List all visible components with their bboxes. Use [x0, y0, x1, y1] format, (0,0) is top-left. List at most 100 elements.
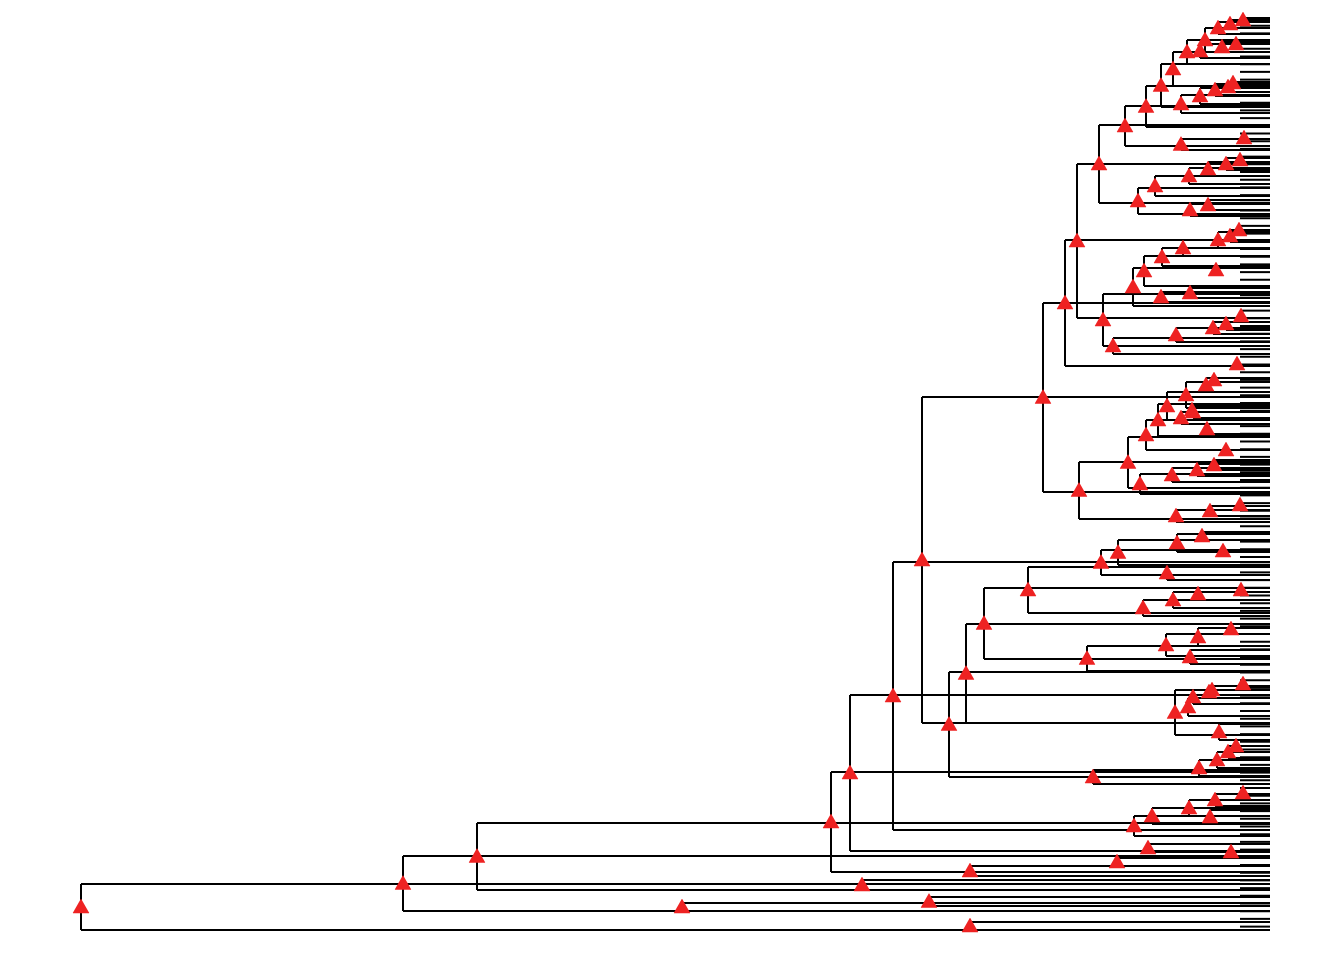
- triangle-icon: [1167, 507, 1185, 523]
- triangle-icon: [1199, 160, 1217, 176]
- triangle-icon: [1180, 799, 1198, 815]
- triangle-icon: [1172, 135, 1190, 151]
- triangle-icon: [1124, 278, 1142, 294]
- triangle-icon: [940, 715, 958, 731]
- triangle-icon: [1137, 426, 1155, 442]
- triangle-icon: [961, 917, 979, 933]
- triangle-icon: [1198, 420, 1216, 436]
- triangle-icon: [1184, 688, 1202, 704]
- triangle-icon: [1222, 843, 1240, 859]
- triangle-icon: [1146, 177, 1164, 193]
- node-markers: [72, 11, 1253, 933]
- triangle-icon: [1234, 784, 1252, 800]
- triangle-icon: [1131, 475, 1149, 491]
- triangle-icon: [1188, 461, 1206, 477]
- triangle-icon: [1189, 628, 1207, 644]
- triangle-icon: [1234, 675, 1252, 691]
- triangle-icon: [1153, 248, 1171, 264]
- triangle-icon: [1231, 151, 1249, 167]
- triangle-icon: [1183, 401, 1201, 417]
- triangle-icon: [1209, 231, 1227, 247]
- triangle-icon: [1208, 751, 1226, 767]
- triangle-icon: [1201, 808, 1219, 824]
- triangle-icon: [1189, 585, 1207, 601]
- triangle-icon: [1070, 481, 1088, 497]
- triangle-icon: [1094, 311, 1112, 327]
- triangle-icon: [1213, 38, 1231, 54]
- triangle-icon: [1235, 129, 1253, 145]
- triangle-icon: [1203, 681, 1221, 697]
- triangle-icon: [1134, 599, 1152, 615]
- triangle-icon: [1217, 315, 1235, 331]
- triangle-icon: [1191, 87, 1209, 103]
- triangle-icon: [1222, 620, 1240, 636]
- triangle-icon: [1204, 319, 1222, 335]
- triangle-icon: [1193, 527, 1211, 543]
- triangle-icon: [1217, 441, 1235, 457]
- triangle-icon: [1181, 284, 1199, 300]
- triangle-icon: [1178, 43, 1196, 59]
- triangle-icon: [1158, 397, 1176, 413]
- triangle-icon: [1139, 839, 1157, 855]
- triangle-icon: [1158, 564, 1176, 580]
- triangle-icon: [1084, 768, 1102, 784]
- triangle-icon: [1108, 853, 1126, 869]
- triangle-icon: [1172, 95, 1190, 111]
- triangle-icon: [913, 551, 931, 567]
- triangle-icon: [1230, 221, 1248, 237]
- triangle-icon: [1152, 76, 1170, 92]
- triangle-icon: [1019, 581, 1037, 597]
- triangle-icon: [961, 862, 979, 878]
- triangle-icon: [1231, 496, 1249, 512]
- triangle-icon: [1056, 294, 1074, 310]
- triangle-icon: [1181, 648, 1199, 664]
- triangle-icon: [822, 813, 840, 829]
- triangle-icon: [1221, 15, 1239, 31]
- triangle-icon: [1090, 155, 1108, 171]
- triangle-icon: [394, 874, 412, 890]
- triangle-icon: [1104, 337, 1122, 353]
- triangle-icon: [920, 892, 938, 908]
- triangle-icon: [1137, 97, 1155, 113]
- triangle-icon: [1201, 502, 1219, 518]
- triangle-icon: [1210, 723, 1228, 739]
- triangle-icon: [1214, 542, 1232, 558]
- triangle-icon: [853, 876, 871, 892]
- triangle-icon: [975, 614, 993, 630]
- triangle-icon: [1092, 553, 1110, 569]
- triangle-icon: [1206, 81, 1224, 97]
- triangle-icon: [1227, 737, 1245, 753]
- triangle-icon: [1143, 807, 1161, 823]
- triangle-icon: [1164, 60, 1182, 76]
- triangle-icon: [1034, 388, 1052, 404]
- triangle-icon: [1209, 19, 1227, 35]
- triangle-icon: [1068, 232, 1086, 248]
- triangle-icon: [1191, 42, 1209, 58]
- triangle-icon: [1167, 326, 1185, 342]
- triangle-icon: [673, 898, 691, 914]
- triangle-icon: [1232, 581, 1250, 597]
- triangle-icon: [1180, 167, 1198, 183]
- triangle-icon: [1205, 456, 1223, 472]
- triangle-icon: [1177, 386, 1195, 402]
- triangle-icon: [1149, 411, 1167, 427]
- triangle-icon: [1135, 262, 1153, 278]
- triangle-icon: [1168, 534, 1186, 550]
- triangle-icon: [1174, 239, 1192, 255]
- triangle-icon: [1217, 155, 1235, 171]
- triangle-icon: [1190, 759, 1208, 775]
- triangle-icon: [1196, 31, 1214, 47]
- triangle-icon: [1232, 307, 1250, 323]
- triangle-icon: [1207, 261, 1225, 277]
- triangle-icon: [1227, 35, 1245, 51]
- triangle-icon: [1164, 591, 1182, 607]
- triangle-icon: [1152, 288, 1170, 304]
- triangle-icon: [1125, 817, 1143, 833]
- triangle-icon: [957, 664, 975, 680]
- triangle-icon: [1163, 466, 1181, 482]
- triangle-icon: [1157, 636, 1175, 652]
- triangle-icon: [1109, 543, 1127, 559]
- triangle-icon: [1205, 371, 1223, 387]
- triangle-icon: [1206, 791, 1224, 807]
